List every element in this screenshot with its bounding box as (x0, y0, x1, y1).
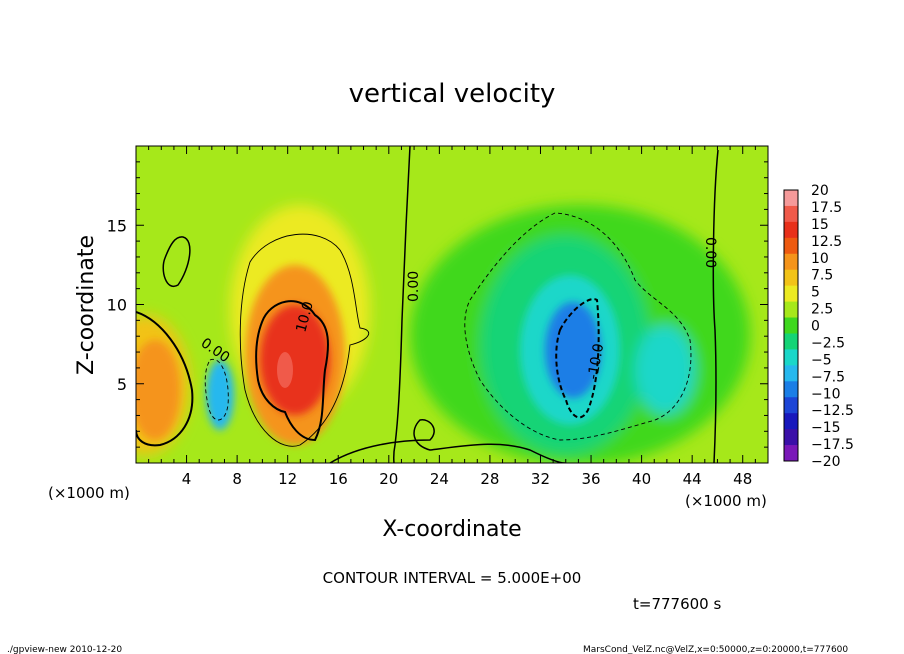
colorbar-label: −15 (811, 420, 841, 436)
x-tick-label: 20 (379, 470, 398, 488)
time-label: t=777600 s (633, 595, 721, 613)
field-downdraft-core (545, 302, 601, 398)
colorbar-swatch (784, 253, 798, 271)
colorbar-swatch (784, 237, 798, 255)
colorbar-label: −7.5 (811, 369, 845, 385)
colorbar-swatch (784, 445, 798, 462)
colorbar-label: −17.5 (811, 437, 854, 453)
colorbar-label: 15 (811, 217, 829, 233)
y-tick-label: 5 (117, 375, 127, 394)
contour-lines (136, 146, 719, 463)
colorbar-swatch (784, 397, 798, 414)
contour-zero-right (712, 149, 719, 463)
colorbar-label: −20 (811, 454, 841, 470)
contour-zero-mid (393, 146, 411, 463)
colorbar-label: 2.5 (811, 302, 833, 318)
x-tick-label: 32 (531, 470, 550, 488)
y-axis-ticks: 5 10 15 (107, 161, 768, 448)
contour-label-zero-right: 0.00 (702, 237, 718, 268)
contour-small-downdraft-dashed (204, 358, 229, 421)
colorbar-swatch (784, 333, 798, 350)
x-axis-label: X-coordinate (382, 517, 521, 542)
contour-downdraft-dashed-outer (464, 212, 692, 441)
colorbar-swatch (784, 205, 798, 223)
field-small-downdraft (206, 360, 234, 430)
colorbar-label: 0 (811, 319, 820, 335)
chart-title: vertical velocity (349, 79, 556, 109)
contour-label-minus-ten: -10.0 (585, 342, 607, 380)
colorbar: 2017.51512.5107.552.50−2.5−5−7.5−10−12.5… (783, 183, 854, 470)
colorbar-swatch (784, 301, 798, 319)
colorbar-label: −10 (811, 386, 841, 402)
colorbar-label: 20 (811, 183, 829, 199)
colorbar-label: 7.5 (811, 268, 833, 284)
x-axis-ticks: 4 8 12 16 20 24 28 32 36 40 44 48 (148, 146, 756, 488)
colorbar-label: −12.5 (811, 403, 854, 419)
contour-five-updraft (239, 233, 370, 447)
contour-interval-text: CONTOUR INTERVAL = 5.000E+00 (323, 569, 582, 587)
colorbar-swatch (784, 349, 798, 366)
x-tick-label: 48 (733, 470, 752, 488)
colorbar-swatch (784, 285, 798, 303)
x-tick-label: 28 (480, 470, 499, 488)
colorbar-label: 5 (811, 285, 820, 301)
colorbar-swatch (784, 365, 798, 382)
y-tick-label: 15 (107, 216, 127, 235)
plot-area: 0.00 10.0 -10.0 0.00 0.00 (136, 146, 768, 463)
field-secondary-downdraft (635, 325, 695, 415)
colorbar-label: 17.5 (811, 200, 842, 216)
field-updraft-peak (277, 352, 293, 388)
colorbar-label: −5 (811, 352, 832, 368)
contour-zero-left (162, 236, 191, 288)
x-tick-label: 36 (581, 470, 600, 488)
colorbar-swatch (784, 413, 798, 430)
x-tick-label: 24 (430, 470, 449, 488)
contour-label-zero-mid: 0.00 (406, 271, 422, 302)
x-tick-label: 8 (232, 470, 242, 488)
colorbar-label: −2.5 (811, 335, 845, 351)
colorbar-swatch (784, 190, 798, 207)
contour-ten-updraft (255, 300, 329, 442)
colorbar-swatch (784, 429, 798, 446)
contour-bottom-wiggle (329, 419, 566, 463)
contour-label-ten: 10.0 (293, 300, 317, 334)
colorbar-frame (783, 189, 799, 462)
field-updraft-core (260, 305, 330, 415)
x-tick-label: 40 (632, 470, 651, 488)
x-unit-right: (×1000 m) (685, 492, 767, 510)
x-tick-label: 12 (278, 470, 297, 488)
y-axis-label: Z-coordinate (74, 235, 99, 375)
y-tick-label: 10 (107, 296, 127, 315)
colorbar-swatch (784, 221, 798, 239)
x-tick-label: 4 (182, 470, 192, 488)
colorbar-swatch (784, 381, 798, 398)
x-tick-label: 16 (329, 470, 348, 488)
x-tick-label: 44 (683, 470, 702, 488)
x-unit-left: (×1000 m) (48, 484, 130, 502)
colorbar-swatch (784, 269, 798, 287)
colorbar-label: 10 (811, 251, 829, 267)
contour-downdraft-dashed-inner (555, 298, 600, 419)
footer-left: ./gpview-new 2010-12-20 (7, 645, 122, 654)
colorbar-label: 12.5 (811, 234, 842, 250)
footer-right: MarsCond_VelZ.nc@VelZ,x=0:50000,z=0:2000… (583, 645, 848, 654)
heatmap-field (136, 205, 750, 463)
colorbar-swatch (784, 317, 798, 334)
contour-five-left-edge (136, 311, 194, 447)
field-left-edge-core (136, 340, 180, 440)
